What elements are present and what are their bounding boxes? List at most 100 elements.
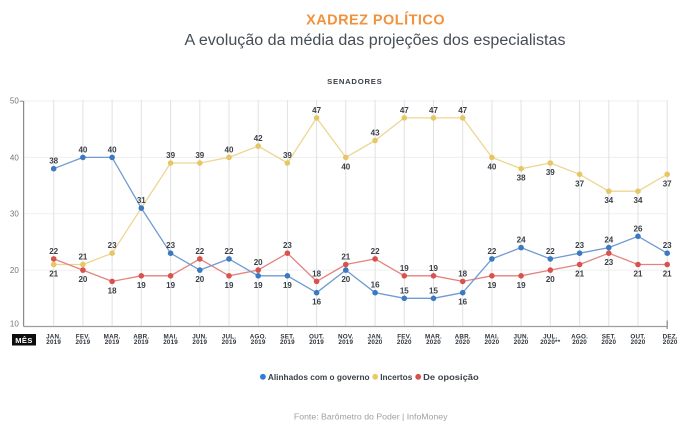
svg-text:39: 39 xyxy=(283,151,292,160)
svg-text:22: 22 xyxy=(195,247,204,256)
svg-text:MAI.: MAI. xyxy=(485,333,499,340)
svg-text:24: 24 xyxy=(517,236,526,245)
svg-text:2020: 2020 xyxy=(572,339,587,346)
svg-text:JAN.: JAN. xyxy=(46,333,61,340)
svg-text:40: 40 xyxy=(108,145,117,154)
svg-text:23: 23 xyxy=(604,258,613,267)
svg-text:2019: 2019 xyxy=(309,339,324,346)
svg-text:20: 20 xyxy=(254,258,263,267)
svg-text:2019: 2019 xyxy=(163,339,178,346)
svg-text:43: 43 xyxy=(371,129,380,138)
svg-text:40: 40 xyxy=(10,153,19,162)
svg-text:31: 31 xyxy=(137,196,146,205)
svg-text:30: 30 xyxy=(10,210,19,219)
svg-text:21: 21 xyxy=(341,253,350,262)
svg-text:22: 22 xyxy=(49,247,58,256)
svg-text:23: 23 xyxy=(166,241,175,250)
svg-text:DEZ.: DEZ. xyxy=(663,333,678,340)
svg-text:19: 19 xyxy=(517,281,526,290)
svg-text:18: 18 xyxy=(312,269,321,278)
svg-text:2020: 2020 xyxy=(397,339,412,346)
svg-text:A evolução da média das projeç: A evolução da média das projeções dos es… xyxy=(185,32,566,49)
svg-text:20: 20 xyxy=(195,275,204,284)
svg-text:50: 50 xyxy=(10,96,19,105)
svg-text:AGO.: AGO. xyxy=(250,333,267,340)
svg-text:21: 21 xyxy=(49,270,58,279)
svg-text:42: 42 xyxy=(254,134,263,143)
svg-text:22: 22 xyxy=(546,247,555,256)
svg-text:19: 19 xyxy=(283,281,292,290)
svg-text:JUN.: JUN. xyxy=(192,333,207,340)
svg-text:16: 16 xyxy=(458,298,467,307)
svg-text:39: 39 xyxy=(546,168,555,177)
svg-text:Alinhados com o governo: Alinhados com o governo xyxy=(268,372,370,382)
svg-text:2020: 2020 xyxy=(426,339,441,346)
svg-text:2020: 2020 xyxy=(631,339,646,346)
svg-text:2019: 2019 xyxy=(222,339,237,346)
svg-text:SENADORES: SENADORES xyxy=(327,77,382,86)
svg-text:21: 21 xyxy=(78,253,87,262)
svg-text:16: 16 xyxy=(371,281,380,290)
svg-text:19: 19 xyxy=(254,281,263,290)
svg-text:20: 20 xyxy=(546,275,555,284)
svg-text:19: 19 xyxy=(429,264,438,273)
svg-text:40: 40 xyxy=(487,162,496,171)
svg-text:22: 22 xyxy=(371,247,380,256)
svg-text:21: 21 xyxy=(575,270,584,279)
svg-text:24: 24 xyxy=(604,236,613,245)
svg-text:2019: 2019 xyxy=(280,339,295,346)
svg-text:2019: 2019 xyxy=(105,339,120,346)
svg-text:23: 23 xyxy=(575,241,584,250)
svg-text:26: 26 xyxy=(634,224,643,233)
svg-text:38: 38 xyxy=(49,157,58,166)
svg-text:34: 34 xyxy=(604,196,613,205)
svg-text:16: 16 xyxy=(312,298,321,307)
svg-text:19: 19 xyxy=(487,281,496,290)
svg-text:18: 18 xyxy=(458,269,467,278)
svg-text:2020: 2020 xyxy=(601,339,616,346)
svg-text:19: 19 xyxy=(166,281,175,290)
svg-text:FEV.: FEV. xyxy=(397,333,411,340)
svg-text:15: 15 xyxy=(400,286,409,295)
svg-text:10: 10 xyxy=(10,320,19,329)
svg-text:2019: 2019 xyxy=(46,339,61,346)
svg-text:22: 22 xyxy=(225,247,234,256)
svg-text:20: 20 xyxy=(78,275,87,284)
svg-text:MAR.: MAR. xyxy=(104,333,121,340)
svg-text:2020: 2020 xyxy=(455,339,470,346)
svg-text:40: 40 xyxy=(225,145,234,154)
svg-text:2020: 2020 xyxy=(663,339,678,346)
svg-text:FEV.: FEV. xyxy=(76,333,90,340)
svg-text:20: 20 xyxy=(341,275,350,284)
svg-text:40: 40 xyxy=(341,162,350,171)
svg-text:22: 22 xyxy=(487,247,496,256)
svg-text:ABR.: ABR. xyxy=(133,333,149,340)
svg-text:2019: 2019 xyxy=(251,339,266,346)
svg-text:2019: 2019 xyxy=(192,339,207,346)
svg-text:ABR.: ABR. xyxy=(455,333,471,340)
svg-text:47: 47 xyxy=(312,106,321,115)
svg-text:SET.: SET. xyxy=(602,333,616,340)
svg-text:MÊS: MÊS xyxy=(15,336,32,345)
svg-text:OUT.: OUT. xyxy=(309,333,324,340)
svg-text:23: 23 xyxy=(283,241,292,250)
svg-text:21: 21 xyxy=(663,270,672,279)
svg-text:JUL.: JUL. xyxy=(222,333,236,340)
svg-text:47: 47 xyxy=(458,106,467,115)
svg-text:De oposição: De oposição xyxy=(423,372,479,382)
svg-text:2020: 2020 xyxy=(484,339,499,346)
svg-text:39: 39 xyxy=(166,151,175,160)
svg-text:AGO.: AGO. xyxy=(571,333,588,340)
svg-text:19: 19 xyxy=(137,281,146,290)
svg-text:34: 34 xyxy=(634,196,643,205)
svg-text:JUL.: JUL. xyxy=(543,333,557,340)
svg-text:JAN.: JAN. xyxy=(368,333,383,340)
svg-text:2019: 2019 xyxy=(134,339,149,346)
svg-text:37: 37 xyxy=(575,179,584,188)
svg-text:2019: 2019 xyxy=(75,339,90,346)
svg-text:2020: 2020 xyxy=(514,339,529,346)
svg-text:15: 15 xyxy=(429,286,438,295)
svg-text:19: 19 xyxy=(400,264,409,273)
svg-text:47: 47 xyxy=(429,106,438,115)
svg-text:NOV.: NOV. xyxy=(338,333,354,340)
